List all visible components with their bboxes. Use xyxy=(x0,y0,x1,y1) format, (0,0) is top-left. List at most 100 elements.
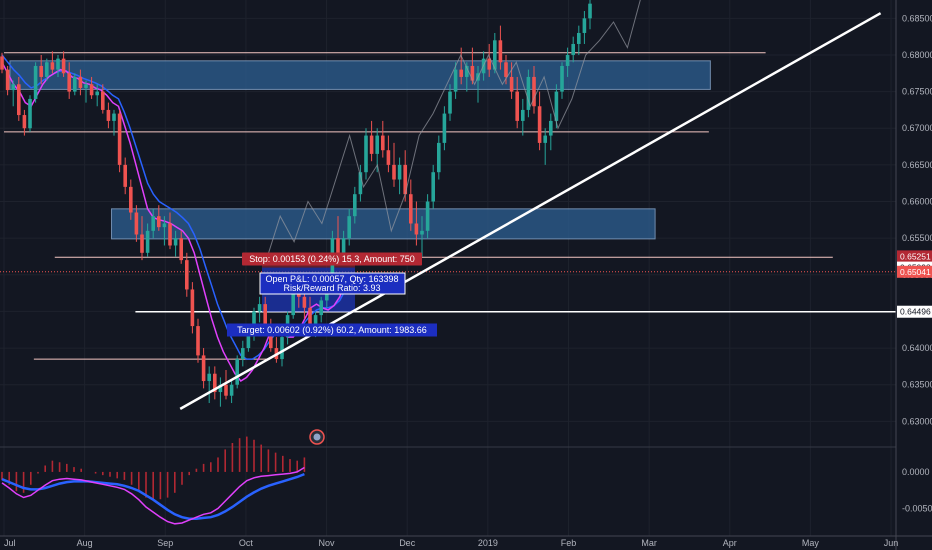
signal-line xyxy=(1,472,305,520)
candle-body-33 xyxy=(185,260,189,290)
candle-body-71 xyxy=(397,164,402,180)
candle-body-0 xyxy=(0,56,4,70)
candle-body-1 xyxy=(5,69,10,91)
candle-body-42 xyxy=(235,359,239,385)
position-labels[interactable]: Stop: 0.00153 (0.24%) 15.3, Amount: 750 … xyxy=(227,252,437,337)
candle-body-19 xyxy=(106,109,111,121)
candle-body-96 xyxy=(537,106,542,143)
candle-body-11 xyxy=(61,58,66,74)
zone-1[interactable] xyxy=(111,208,656,240)
target-label-box[interactable] xyxy=(227,323,437,337)
zone-layer xyxy=(9,60,711,240)
candle-body-81 xyxy=(453,69,458,92)
trendline[interactable] xyxy=(179,12,882,410)
time-tick-4: Nov xyxy=(319,538,336,548)
candle-body-95 xyxy=(532,76,536,107)
time-tick-7: Feb xyxy=(561,538,577,548)
candle-body-77 xyxy=(431,172,435,202)
candle-body-100 xyxy=(560,65,564,92)
candle-body-94 xyxy=(526,76,531,110)
candle-body-39 xyxy=(218,384,223,393)
candle-body-84 xyxy=(470,65,475,81)
oscillator-axis[interactable]: 0.0000 -0.0050 xyxy=(902,467,932,514)
candle-body-10 xyxy=(56,58,60,70)
time-tick-6: 2019 xyxy=(478,538,498,548)
price-tick-2: 0.67500 xyxy=(902,87,932,97)
candle-body-16 xyxy=(89,84,94,96)
candle-body-31 xyxy=(173,238,178,246)
candle-body-37 xyxy=(207,373,211,382)
candle-body-30 xyxy=(168,223,172,246)
price-tick-3: 0.67000 xyxy=(902,123,932,133)
time-tick-11: Jun xyxy=(884,538,899,548)
candle-body-57 xyxy=(319,300,323,316)
candle-body-64 xyxy=(358,172,363,195)
time-axis[interactable]: Jul Aug Sep Oct Nov Dec 2019 Feb Mar Apr May Jun xyxy=(4,538,898,548)
trendline-layer[interactable] xyxy=(179,12,882,410)
ma-fast-line xyxy=(1,61,347,382)
candle-body-25 xyxy=(140,234,144,253)
price-tag-0: 0.65251 xyxy=(900,251,931,261)
candle-body-4 xyxy=(22,115,27,129)
candle-body-8 xyxy=(45,62,49,77)
price-tag-2: 0.65041 xyxy=(900,267,931,277)
candle-body-101 xyxy=(565,54,570,66)
candle-body-98 xyxy=(549,120,553,136)
candle-body-78 xyxy=(437,142,441,173)
open-label-box[interactable] xyxy=(259,272,406,295)
candle-body-103 xyxy=(577,32,581,44)
candle-body-60 xyxy=(336,238,340,253)
event-icon-group[interactable] xyxy=(309,429,325,445)
time-tick-2: Sep xyxy=(157,538,173,548)
candle-body-26 xyxy=(145,230,150,253)
candle-body-104 xyxy=(582,18,587,33)
open-pnl-label: Open P&L: 0.00057, Qty: 163398 xyxy=(265,274,398,284)
candle-body-40 xyxy=(224,384,228,396)
candle-body-41 xyxy=(229,384,234,396)
price-tag-box-0 xyxy=(897,250,932,263)
macd-line xyxy=(1,466,305,525)
candle-body-92 xyxy=(515,91,519,121)
zone-0[interactable] xyxy=(9,60,711,90)
candle-body-36 xyxy=(201,355,206,382)
candle-body-54 xyxy=(302,296,307,308)
stop-label-box[interactable] xyxy=(242,252,422,266)
candle-body-52 xyxy=(291,293,295,316)
candle-body-105 xyxy=(588,3,592,19)
candle-body-89 xyxy=(498,40,503,63)
price-tick-10: 0.63500 xyxy=(902,380,932,390)
candle-body-87 xyxy=(487,58,491,70)
target-label: Target: 0.00602 (0.92%) 60.2, Amount: 19… xyxy=(237,325,427,335)
candle-body-97 xyxy=(543,135,547,143)
osc-tick-1: -0.0050 xyxy=(902,503,932,513)
oscillator-pane xyxy=(1,436,306,525)
candle-body-68 xyxy=(381,135,385,151)
time-tick-0: Jul xyxy=(4,538,16,548)
candle-body-24 xyxy=(134,212,139,235)
candle-body-55 xyxy=(308,307,312,327)
candle-body-91 xyxy=(509,76,514,92)
candle-body-18 xyxy=(101,91,105,110)
candle-body-76 xyxy=(425,201,430,231)
candle-body-102 xyxy=(571,43,575,55)
candle-body-32 xyxy=(179,238,183,261)
time-tick-9: Apr xyxy=(723,538,737,548)
price-tag-box-2 xyxy=(897,265,932,278)
candle-body-65 xyxy=(364,135,368,173)
candle-body-17 xyxy=(95,91,99,96)
candle-body-73 xyxy=(409,194,413,224)
candle-body-63 xyxy=(353,194,357,217)
candle-body-69 xyxy=(386,150,391,165)
candle-body-45 xyxy=(252,311,256,330)
candle-body-6 xyxy=(33,65,38,99)
candle-body-7 xyxy=(39,65,43,77)
price-tag-3: 0.64496 xyxy=(900,307,931,317)
candle-body-13 xyxy=(73,76,77,92)
candle-body-29 xyxy=(162,223,167,228)
candle-body-23 xyxy=(129,186,133,213)
candle-body-90 xyxy=(504,62,508,77)
candle-body-14 xyxy=(78,76,83,88)
candle-body-34 xyxy=(190,289,195,327)
time-tick-10: May xyxy=(802,538,820,548)
